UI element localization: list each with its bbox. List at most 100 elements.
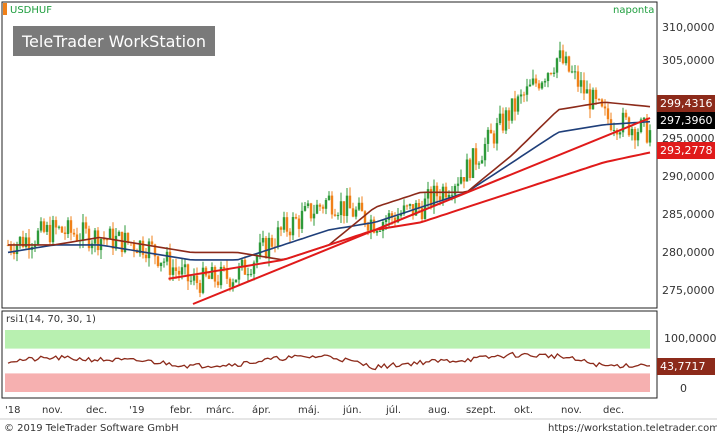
price-candle bbox=[312, 213, 316, 219]
price-candle bbox=[195, 275, 199, 284]
price-candle bbox=[612, 130, 616, 132]
price-candle bbox=[330, 195, 334, 215]
price-candle bbox=[552, 72, 556, 74]
price-candle bbox=[234, 279, 238, 283]
price-candle bbox=[201, 267, 205, 293]
price-candle bbox=[318, 204, 322, 207]
price-candle bbox=[108, 228, 112, 240]
price-candle bbox=[474, 148, 478, 165]
price-candle bbox=[237, 266, 241, 280]
price-candle bbox=[480, 160, 484, 164]
watermark-box bbox=[13, 26, 215, 56]
rsi-line bbox=[7, 351, 651, 371]
price-candle bbox=[102, 239, 106, 241]
price-candle bbox=[408, 204, 412, 206]
price-candle bbox=[186, 264, 190, 282]
price-candle bbox=[261, 237, 265, 243]
price-candle bbox=[228, 278, 232, 288]
price-candle bbox=[594, 89, 598, 99]
price-candle bbox=[264, 237, 268, 258]
price-candle bbox=[105, 239, 109, 241]
price-candle bbox=[483, 143, 487, 161]
price-candle bbox=[303, 205, 307, 211]
price-candle bbox=[522, 94, 526, 96]
price-candle bbox=[72, 232, 76, 235]
price-candle bbox=[132, 242, 136, 251]
footer-copyright: © 2019 TeleTrader Software GmbH bbox=[4, 423, 179, 434]
price-candle bbox=[588, 89, 592, 110]
price-candle bbox=[351, 208, 355, 217]
price-candle bbox=[114, 235, 118, 249]
price-candle bbox=[438, 196, 442, 201]
price-candle bbox=[117, 231, 121, 236]
price-candle bbox=[36, 230, 40, 245]
price-tick: 280,0000 bbox=[662, 246, 715, 259]
price-candle bbox=[459, 177, 463, 184]
price-candle bbox=[648, 130, 652, 143]
price-candle bbox=[249, 273, 253, 275]
price-candle bbox=[324, 199, 328, 209]
price-candle bbox=[426, 189, 430, 199]
price-candle bbox=[372, 219, 376, 233]
x-tick: nov. bbox=[561, 405, 582, 416]
price-candle bbox=[645, 117, 649, 143]
price-candle bbox=[69, 220, 73, 233]
price-candle bbox=[18, 236, 22, 245]
price-candle bbox=[174, 267, 178, 271]
price-candle bbox=[153, 244, 157, 257]
price-candle bbox=[489, 129, 493, 134]
price-candle bbox=[390, 213, 394, 218]
x-tick: dec. bbox=[603, 405, 624, 416]
ma-slow-line bbox=[168, 151, 651, 280]
price-candle bbox=[204, 267, 208, 276]
price-candle bbox=[126, 232, 130, 243]
price-candle bbox=[369, 219, 373, 231]
price-candle bbox=[486, 129, 490, 144]
price-candle bbox=[498, 113, 502, 124]
price-candle bbox=[216, 281, 220, 286]
price-candle bbox=[357, 202, 361, 210]
price-candle bbox=[285, 217, 289, 232]
price-tick: 275,0000 bbox=[662, 284, 715, 297]
price-candle bbox=[429, 189, 433, 207]
price-candle bbox=[537, 83, 541, 89]
price-candle bbox=[405, 205, 409, 207]
price-candle bbox=[66, 220, 70, 235]
price-candle bbox=[468, 159, 472, 178]
rsi-tick: 0 bbox=[680, 382, 687, 395]
rsi-tick: 100,0000 bbox=[664, 332, 717, 345]
price-candle bbox=[642, 117, 646, 120]
price-candle bbox=[396, 215, 400, 223]
price-candle bbox=[240, 259, 244, 267]
price-candle bbox=[171, 267, 175, 275]
last-price-badge bbox=[657, 112, 715, 129]
price-candle bbox=[12, 250, 16, 255]
price-candle bbox=[45, 224, 49, 232]
x-tick: márc. bbox=[206, 404, 234, 416]
price-candle bbox=[141, 240, 145, 255]
x-tick: máj. bbox=[298, 404, 320, 416]
price-candle bbox=[567, 56, 571, 72]
x-tick: júl. bbox=[385, 404, 401, 416]
footer-url[interactable]: https://workstation.teletrader.com bbox=[548, 423, 717, 434]
price-candle bbox=[333, 214, 337, 216]
price-candle bbox=[150, 241, 154, 245]
price-candle bbox=[585, 89, 589, 94]
price-candle bbox=[60, 226, 64, 233]
price-candle bbox=[492, 133, 496, 144]
price-candle bbox=[306, 203, 310, 206]
x-tick: szept. bbox=[466, 405, 496, 416]
price-candle bbox=[519, 94, 523, 97]
price-candle bbox=[393, 217, 397, 223]
price-candle bbox=[606, 108, 610, 120]
price-candle bbox=[267, 237, 271, 258]
price-candle bbox=[549, 73, 553, 75]
price-candle bbox=[633, 128, 637, 141]
price-candle bbox=[225, 268, 229, 279]
price-candle bbox=[120, 231, 124, 253]
price-candle bbox=[9, 245, 13, 251]
price-candle bbox=[420, 207, 424, 219]
price-candle bbox=[621, 112, 625, 133]
price-candle bbox=[168, 251, 172, 275]
